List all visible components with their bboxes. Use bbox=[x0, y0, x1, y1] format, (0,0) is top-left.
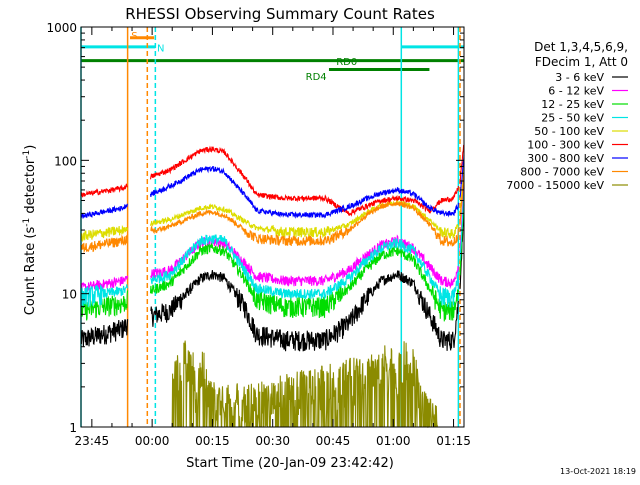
y-axis-label-end: ) bbox=[23, 145, 38, 150]
y-axis-label-sup2: -1 bbox=[22, 150, 32, 159]
flag-label-rd0: RD0 bbox=[336, 57, 357, 68]
series-line-5 bbox=[80, 144, 465, 217]
series-line-6 bbox=[80, 154, 465, 219]
timestamp: 13-Oct-2021 18:19 bbox=[560, 467, 636, 476]
legend-label-4: 50 - 100 keV bbox=[534, 125, 604, 138]
x-tick-label-4: 00:45 bbox=[316, 434, 351, 448]
legend-label-2: 12 - 25 keV bbox=[541, 98, 604, 111]
x-axis-label: Start Time (20-Jan-09 23:42:42) bbox=[186, 456, 394, 471]
legend-header-line-0: Det 1,3,4,5,6,9, bbox=[534, 40, 628, 54]
y-tick-label-1: 10 bbox=[62, 288, 77, 302]
y-axis-label-sup1: -1 bbox=[22, 218, 32, 227]
legend-label-3: 25 - 50 keV bbox=[541, 112, 604, 125]
x-tick-label-0: 23:45 bbox=[75, 434, 110, 448]
series-line-3 bbox=[80, 187, 465, 308]
flags-layer: S N RD0 RD4 bbox=[81, 31, 464, 83]
x-tick-label-5: 01:00 bbox=[376, 434, 411, 448]
legend-label-1: 6 - 12 keV bbox=[548, 85, 604, 98]
y-axis-label-main: Count Rate (s bbox=[23, 227, 38, 316]
legend-label-8: 7000 - 15000 keV bbox=[506, 179, 604, 192]
legend-label-5: 100 - 300 keV bbox=[527, 139, 604, 152]
y-axis-label-mid: detector bbox=[23, 158, 38, 218]
y-axis-label: Count Rate (s-1 detector-1) bbox=[22, 145, 38, 316]
y-tick-label-0: 1 bbox=[69, 421, 77, 435]
legend-label-0: 3 - 6 keV bbox=[555, 71, 604, 84]
y-tick-label-3: 1000 bbox=[46, 21, 77, 35]
chart-title: RHESSI Observing Summary Count Rates bbox=[125, 5, 435, 23]
legend: Det 1,3,4,5,6,9,FDecim 1, Att 0 3 - 6 keV… bbox=[506, 40, 628, 192]
legend-label-7: 800 - 7000 keV bbox=[520, 166, 604, 179]
legend-label-6: 300 - 800 keV bbox=[527, 152, 604, 165]
legend-header-line-1: FDecim 1, Att 0 bbox=[535, 55, 628, 69]
x-tick-label-1: 00:00 bbox=[135, 434, 170, 448]
flag-label-s: S bbox=[131, 31, 137, 42]
series-layer bbox=[80, 144, 465, 429]
x-tick-label-2: 00:15 bbox=[195, 434, 230, 448]
flag-label-n: N bbox=[157, 44, 164, 55]
axes-layer: 1 10 100 1000 23:45 00:00 00:15 00:30 00:45 01:00… bbox=[46, 21, 470, 448]
flag-label-rd4: RD4 bbox=[306, 72, 327, 83]
x-tick-label-3: 00:30 bbox=[255, 434, 290, 448]
x-tick-label-6: 01:15 bbox=[436, 434, 471, 448]
y-tick-label-2: 100 bbox=[54, 154, 77, 168]
